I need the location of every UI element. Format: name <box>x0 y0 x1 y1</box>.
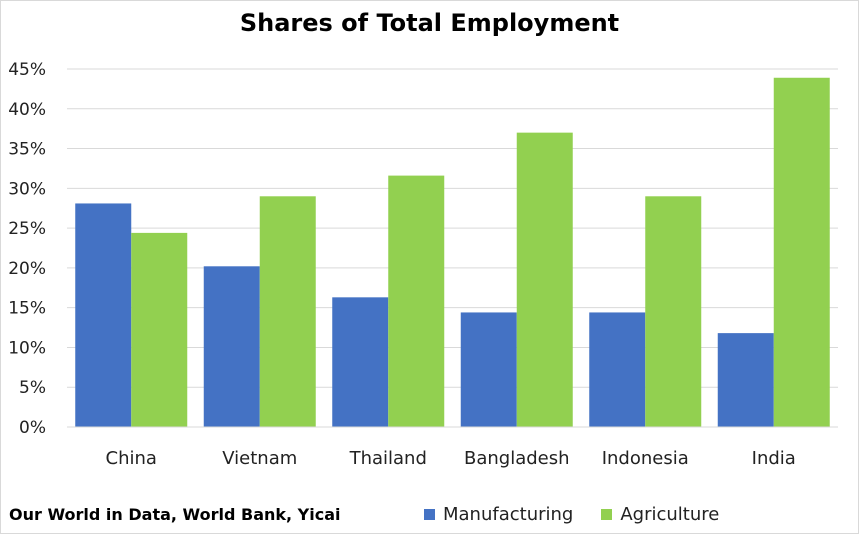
bar-manufacturing-india <box>717 333 774 427</box>
bar-agriculture-bangladesh <box>516 132 573 427</box>
x-tick-label: India <box>752 448 796 469</box>
source-note: Our World in Data, World Bank, Yicai <box>9 505 341 524</box>
bar-agriculture-vietnam <box>259 196 316 427</box>
bar-chart: 0% 5% 10% 15% 20% 25% 30% 35% 40% 45% China Vietnam… <box>8 60 838 469</box>
y-tick-label: 5% <box>19 378 46 398</box>
y-tick-label: 20% <box>8 259 46 279</box>
bar-manufacturing-bangladesh <box>460 312 517 427</box>
y-tick-label: 0% <box>19 418 46 438</box>
legend-swatch-manufacturing <box>424 509 435 520</box>
bar-agriculture-india <box>773 77 830 428</box>
legend-item-agriculture: Agriculture <box>601 504 719 525</box>
bar-manufacturing-vietnam <box>203 266 260 427</box>
y-tick-label: 40% <box>8 100 46 120</box>
x-tick-label: Thailand <box>349 448 427 469</box>
bar-agriculture-thailand <box>388 175 445 427</box>
x-tick-label: Vietnam <box>222 448 297 469</box>
bar-agriculture-china <box>131 232 188 427</box>
legend-swatch-agriculture <box>601 509 613 520</box>
y-tick-label: 35% <box>8 140 46 160</box>
y-tick-label: 45% <box>8 60 46 80</box>
x-tick-label: China <box>106 448 157 469</box>
bar-manufacturing-thailand <box>332 297 389 427</box>
y-tick-label: 25% <box>8 219 46 239</box>
legend: Manufacturing Agriculture <box>424 504 747 525</box>
x-tick-label: Bangladesh <box>464 448 570 469</box>
x-tick-label: Indonesia <box>602 448 689 469</box>
bar-manufacturing-indonesia <box>589 312 646 427</box>
y-tick-label: 15% <box>8 299 46 319</box>
bar-agriculture-indonesia <box>645 196 702 427</box>
legend-label-manufacturing: Manufacturing <box>443 504 574 525</box>
legend-item-manufacturing: Manufacturing <box>424 504 573 525</box>
y-tick-label: 10% <box>8 338 46 358</box>
bar-manufacturing-china <box>75 203 132 427</box>
chart-title: Shares of Total Employment <box>239 9 620 37</box>
y-tick-label: 30% <box>8 179 46 199</box>
legend-label-agriculture: Agriculture <box>620 504 720 525</box>
